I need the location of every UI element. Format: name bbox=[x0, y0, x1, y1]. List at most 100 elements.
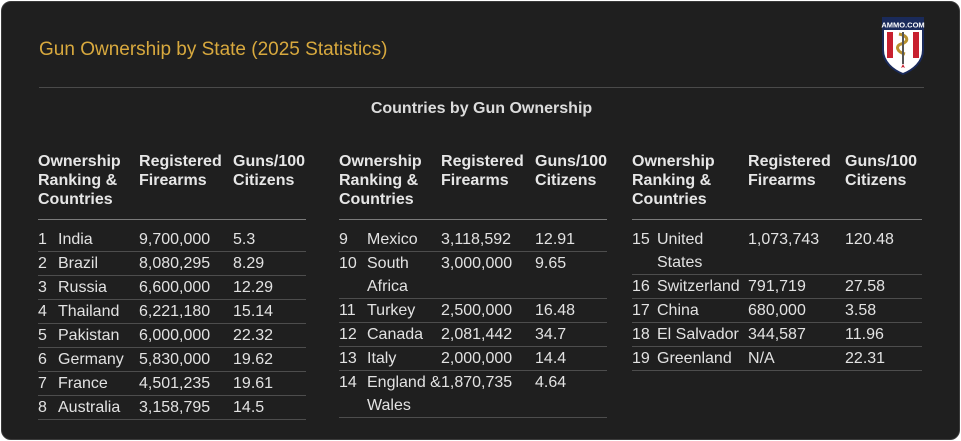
table-body: 15 United States 1,073,743 120.48 16 Switzerl… bbox=[632, 219, 923, 371]
table-head: Ownership Ranking & Countries Registered … bbox=[339, 152, 607, 220]
table-cell: 14.4 bbox=[535, 346, 608, 371]
header-row: Ownership Ranking & Countries Registered … bbox=[632, 152, 923, 220]
table-cell: 11.96 bbox=[845, 322, 923, 347]
table-cell: 3,000,000 bbox=[441, 251, 536, 299]
data-table: Ownership Ranking & Countries Registered … bbox=[38, 152, 307, 420]
table-cell: 5,830,000 bbox=[139, 347, 234, 372]
table-cell: N/A bbox=[748, 346, 846, 371]
table-cell: 6,000,000 bbox=[139, 323, 234, 348]
table-cell: 12.91 bbox=[535, 219, 608, 252]
table-row: 15 United States 1,073,743 120.48 bbox=[632, 219, 923, 275]
table-row: 19 Greenland N/A 22.31 bbox=[632, 346, 923, 371]
logo-stripe bbox=[913, 32, 919, 58]
column-header: Ownership Ranking & Countries bbox=[339, 152, 442, 220]
table-cell: South Africa bbox=[367, 251, 442, 299]
table-row: 4 Thailand 6,221,180 15.14 bbox=[38, 299, 307, 324]
table-cell: Mexico bbox=[367, 219, 442, 252]
table-cell: 3,118,592 bbox=[441, 219, 536, 252]
header-row: Ownership Ranking & Countries Registered … bbox=[339, 152, 607, 220]
table-cell: Turkey bbox=[367, 298, 442, 323]
table-cell: 10 bbox=[339, 251, 367, 299]
table-cell: 120.48 bbox=[845, 219, 923, 275]
table-row: 7 France 4,501,235 19.61 bbox=[38, 371, 307, 396]
header-row: Ownership Ranking & Countries Registered … bbox=[38, 152, 307, 220]
table-cell: 19.61 bbox=[233, 371, 307, 396]
table-cell: 11 bbox=[339, 298, 367, 323]
table-cell: 16 bbox=[632, 274, 657, 299]
table-cell: 9.65 bbox=[535, 251, 608, 299]
table-body: 1 India 9,700,000 5.3 2 Brazil 8,080,295 8.29 3 R… bbox=[38, 219, 307, 420]
table-cell: 4.64 bbox=[535, 370, 608, 418]
divider bbox=[39, 87, 924, 88]
table-cell: 3,158,795 bbox=[139, 395, 234, 420]
table-cell: Pakistan bbox=[58, 323, 140, 348]
table-cell: 4,501,235 bbox=[139, 371, 234, 396]
table-cell: 12 bbox=[339, 322, 367, 347]
table-row: 10 South Africa 3,000,000 9.65 bbox=[339, 251, 608, 299]
table-cell: 27.58 bbox=[845, 274, 923, 299]
table-row: 16 Switzerland 791,719 27.58 bbox=[632, 274, 923, 299]
table-cell: 5.3 bbox=[233, 219, 307, 252]
logo-snake bbox=[896, 32, 909, 56]
table-cell: 9 bbox=[339, 219, 367, 252]
title: Gun Ownership by State (2025 Statistics) bbox=[39, 39, 388, 60]
table-cell: 19.62 bbox=[233, 347, 307, 372]
table-cell: 5 bbox=[38, 323, 58, 348]
table-cell: 1 bbox=[38, 219, 58, 252]
table-cell: Australia bbox=[58, 395, 140, 420]
table-cell: 2,000,000 bbox=[441, 346, 536, 371]
table-cell: Germany bbox=[58, 347, 140, 372]
logo-text: AMMO.COM bbox=[881, 21, 924, 30]
column-header: Ownership Ranking & Countries bbox=[632, 152, 749, 220]
table-cell: 14.5 bbox=[233, 395, 307, 420]
table-cell: Russia bbox=[58, 275, 140, 300]
table-cell: 344,587 bbox=[748, 322, 846, 347]
table-cell: 2,500,000 bbox=[441, 298, 536, 323]
table-body: 9 Mexico 3,118,592 12.91 10 South Africa 3,000… bbox=[339, 219, 608, 418]
table-cell: France bbox=[58, 371, 140, 396]
table-row: 2 Brazil 8,080,295 8.29 bbox=[38, 251, 307, 276]
table-cell: 1,870,735 bbox=[441, 370, 536, 418]
table-cell: India bbox=[58, 219, 140, 252]
table-cell: 8.29 bbox=[233, 251, 307, 276]
table-cell: 7 bbox=[38, 371, 58, 396]
table-cell: Greenland bbox=[657, 346, 749, 371]
table-row: 13 Italy 2,000,000 14.4 bbox=[339, 346, 608, 371]
table-cell: 12.29 bbox=[233, 275, 307, 300]
table-cell: 3 bbox=[38, 275, 58, 300]
table-row: 17 China 680,000 3.58 bbox=[632, 298, 923, 323]
table-cell: 791,719 bbox=[748, 274, 846, 299]
logo-star bbox=[901, 64, 905, 68]
table-cell: 17 bbox=[632, 298, 657, 323]
table-head: Ownership Ranking & Countries Registered … bbox=[632, 152, 923, 220]
column-header: Guns/100 Citizens bbox=[535, 152, 607, 220]
table-row: 5 Pakistan 6,000,000 22.32 bbox=[38, 323, 307, 348]
table-cell: 14 bbox=[339, 370, 367, 418]
table-cell: 6,221,180 bbox=[139, 299, 234, 324]
table-row: 11 Turkey 2,500,000 16.48 bbox=[339, 298, 608, 323]
table-cell: 34.7 bbox=[535, 322, 608, 347]
table-cell: Canada bbox=[367, 322, 442, 347]
column-header: Guns/100 Citizens bbox=[845, 152, 923, 220]
table-row: 12 Canada 2,081,442 34.7 bbox=[339, 322, 608, 347]
table-cell: Italy bbox=[367, 346, 442, 371]
data-table: Ownership Ranking & Countries Registered … bbox=[632, 152, 923, 371]
logo-band bbox=[884, 19, 922, 30]
column-header: Guns/100 Citizens bbox=[233, 152, 307, 220]
logo: AMMO.COM bbox=[881, 17, 925, 76]
table-row: 1 India 9,700,000 5.3 bbox=[38, 219, 307, 252]
table-row: 6 Germany 5,830,000 19.62 bbox=[38, 347, 307, 372]
table-cell: 1,073,743 bbox=[748, 219, 846, 275]
table-cell: 13 bbox=[339, 346, 367, 371]
table-row: 18 El Salvador 344,587 11.96 bbox=[632, 322, 923, 347]
table-cell: 22.32 bbox=[233, 323, 307, 348]
table-cell: El Salvador bbox=[657, 322, 749, 347]
table-row: 9 Mexico 3,118,592 12.91 bbox=[339, 219, 608, 252]
table-cell: England & Wales bbox=[367, 370, 442, 418]
table-cell: 22.31 bbox=[845, 346, 923, 371]
column-header: Ownership Ranking & Countries bbox=[38, 152, 140, 220]
table-cell: United States bbox=[657, 219, 749, 275]
table-cell: 6,600,000 bbox=[139, 275, 234, 300]
table-cell: 15 bbox=[632, 219, 657, 275]
